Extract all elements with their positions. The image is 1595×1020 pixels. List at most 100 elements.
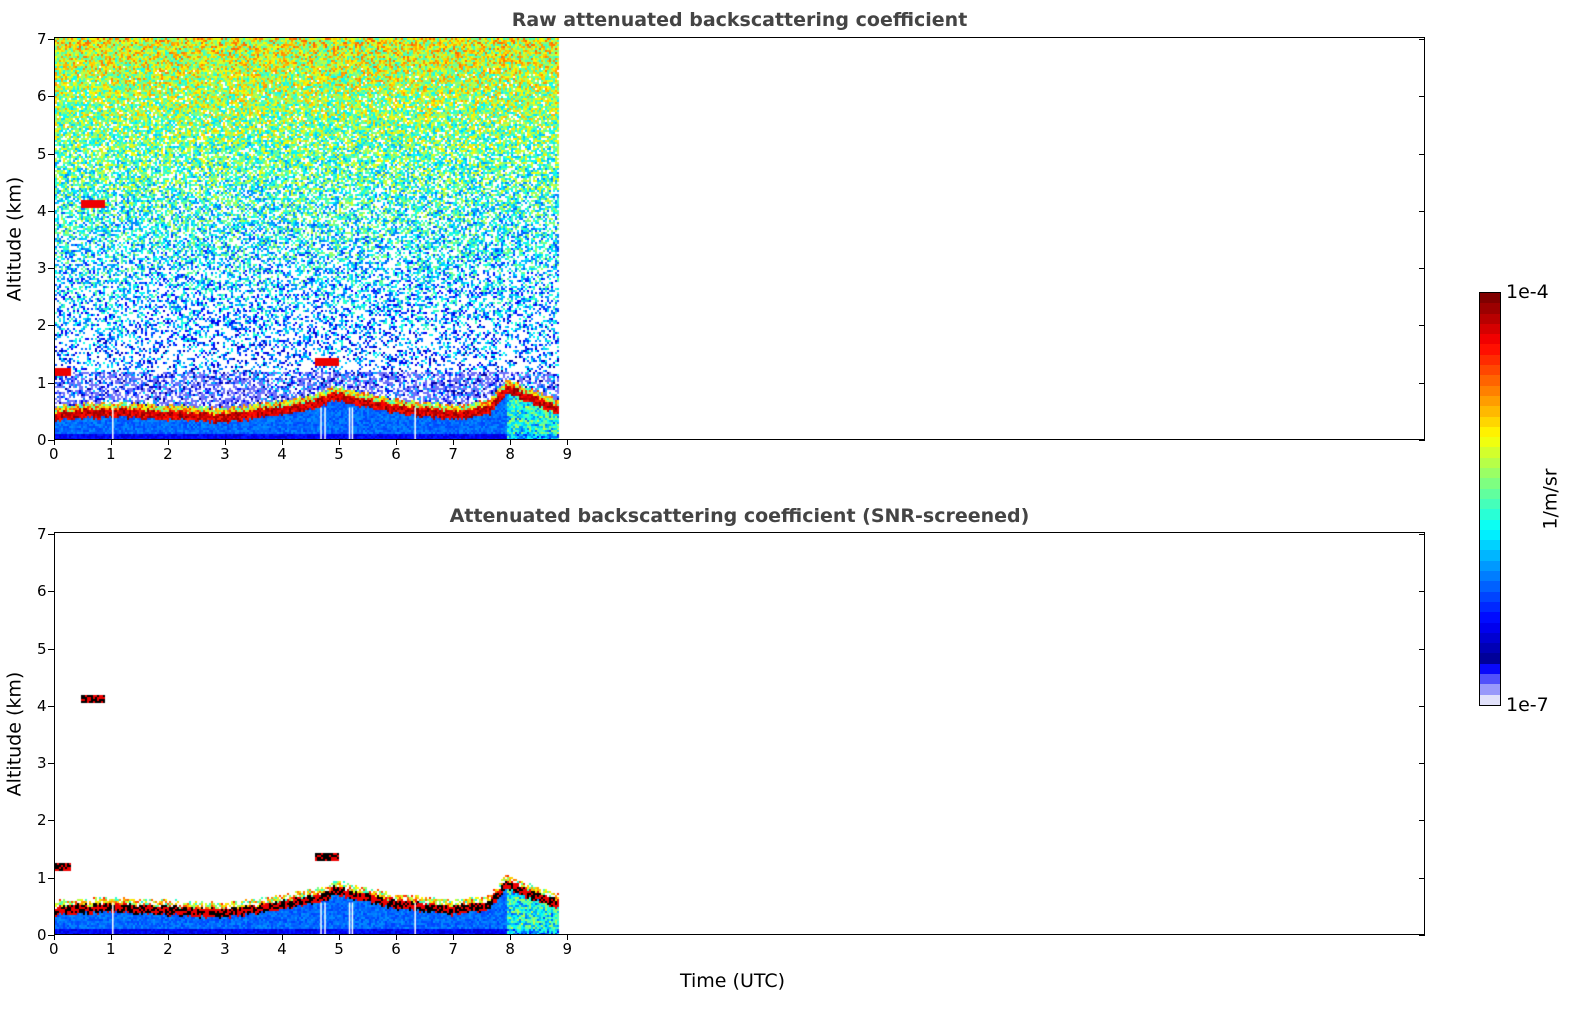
x-tick (510, 935, 512, 940)
x-tick-label: 9 (562, 940, 572, 958)
colorbar-swatch (1480, 293, 1500, 304)
colorbar-swatch (1480, 406, 1500, 417)
x-tick-label: 5 (334, 940, 344, 958)
screened-heatmap (55, 533, 1424, 934)
colorbar-swatch (1480, 560, 1500, 572)
x-tick (225, 935, 227, 940)
y-tick (48, 534, 54, 535)
colorbar-min-label: 1e-7 (1506, 694, 1549, 716)
y-tick (1419, 210, 1425, 212)
x-tick-label: 5 (334, 445, 344, 463)
colorbar-swatch (1480, 375, 1500, 386)
y-tick (1419, 763, 1425, 765)
y-tick-label: 4 (37, 201, 47, 220)
x-tick-label: 2 (163, 940, 173, 958)
y-tick (48, 648, 54, 650)
bottom-axes (54, 532, 1425, 935)
y-tick (1419, 153, 1425, 155)
y-tick-label: 3 (37, 259, 47, 278)
colorbar-swatch (1480, 498, 1500, 510)
colorbar-swatch (1480, 529, 1500, 541)
colorbar-swatch (1480, 457, 1500, 469)
colorbar-swatch (1480, 581, 1500, 592)
colorbar-swatch (1480, 591, 1500, 602)
colorbar-swatch (1480, 571, 1500, 582)
y-tick-label: 6 (37, 582, 47, 601)
x-tick (510, 440, 512, 445)
colorbar-swatch (1480, 437, 1500, 448)
y-tick (1419, 820, 1425, 822)
y-tick (1419, 935, 1425, 936)
colorbar-swatch (1480, 354, 1500, 366)
colorbar-swatch (1480, 488, 1500, 499)
x-tick (168, 935, 170, 940)
colorbar-label: 1/m/sr (1539, 468, 1562, 530)
x-tick-label: 6 (391, 445, 401, 463)
y-tick-label: 1 (37, 868, 47, 887)
colorbar-max-label: 1e-4 (1506, 281, 1549, 303)
bottom-ylabel: Altitude (km) (3, 671, 26, 797)
x-tick (396, 440, 398, 445)
colorbar-swatch (1480, 643, 1500, 654)
y-tick (48, 820, 54, 822)
x-tick (54, 440, 55, 445)
x-tick (168, 440, 170, 445)
x-tick-label: 8 (505, 445, 515, 463)
colorbar-swatch (1480, 519, 1500, 530)
y-tick (48, 39, 54, 40)
y-tick (48, 382, 54, 384)
colorbar-swatch (1480, 468, 1500, 479)
x-tick (111, 935, 113, 940)
colorbar-swatch (1480, 395, 1500, 407)
colorbar-swatch (1480, 612, 1500, 623)
x-tick-label: 7 (448, 445, 458, 463)
colorbar-swatch (1480, 323, 1500, 335)
y-tick (48, 440, 54, 441)
y-tick-label: 4 (37, 696, 47, 715)
colorbar-swatch (1480, 509, 1500, 520)
y-tick (48, 210, 54, 212)
colorbar-swatch (1480, 622, 1500, 633)
x-tick-label: 8 (505, 940, 515, 958)
colorbar-swatch (1480, 313, 1500, 324)
colorbar-swatch (1480, 601, 1500, 613)
x-tick (396, 935, 398, 940)
y-tick (1419, 648, 1425, 650)
colorbar-swatch (1480, 684, 1500, 695)
x-tick (339, 440, 341, 445)
x-tick-label: 0 (49, 940, 59, 958)
colorbar-swatch (1480, 365, 1500, 376)
colorbar-swatch (1480, 385, 1500, 396)
colorbar-swatch (1480, 344, 1500, 355)
y-tick (1419, 440, 1425, 441)
y-tick (48, 268, 54, 270)
y-tick-label: 0 (37, 431, 47, 449)
colorbar-swatch (1480, 653, 1500, 664)
y-tick (48, 935, 54, 936)
y-tick-label: 0 (37, 926, 47, 944)
top-ylabel: Altitude (km) (3, 176, 26, 302)
y-tick (1419, 96, 1425, 98)
x-tick (567, 935, 569, 940)
x-tick (111, 440, 113, 445)
colorbar-swatch (1480, 416, 1500, 427)
y-tick (1419, 382, 1425, 384)
y-tick (48, 325, 54, 327)
x-tick-label: 4 (277, 940, 287, 958)
y-tick (48, 877, 54, 879)
x-tick-label: 4 (277, 445, 287, 463)
x-tick (339, 935, 341, 940)
x-tick (54, 935, 55, 940)
y-tick-label: 5 (37, 639, 47, 658)
colorbar-swatch (1480, 694, 1500, 705)
colorbar-swatch (1480, 478, 1500, 489)
y-tick (1419, 705, 1425, 707)
x-tick (567, 440, 569, 445)
x-tick (282, 440, 284, 445)
x-tick (453, 935, 455, 940)
x-tick-label: 3 (220, 940, 230, 958)
y-tick-label: 5 (37, 144, 47, 163)
raw-heatmap (55, 38, 1424, 439)
colorbar-swatch (1480, 673, 1500, 685)
y-tick (1419, 534, 1425, 535)
